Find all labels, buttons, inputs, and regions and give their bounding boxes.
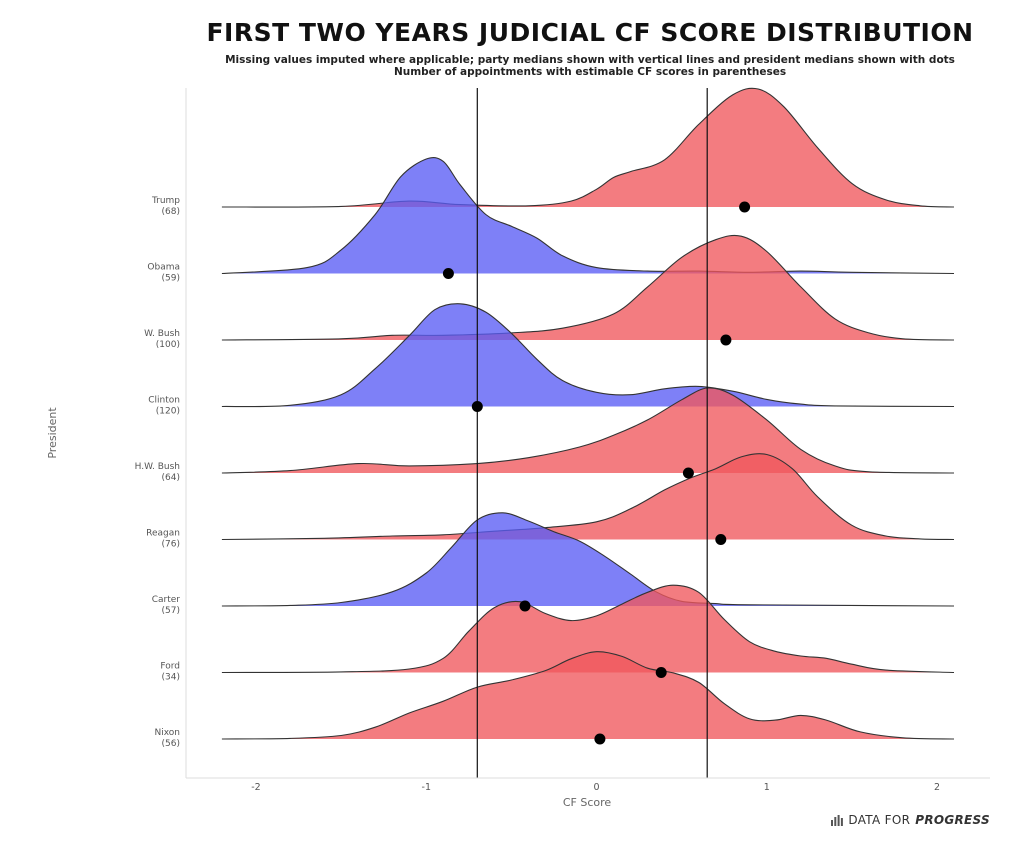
median-dot-reagan [715, 534, 727, 545]
y-label-name: Trump [151, 196, 180, 206]
x-tick-label: -1 [422, 782, 431, 793]
y-label-count: (56) [162, 739, 180, 749]
ridge-outline-carter [221, 512, 955, 607]
median-dot-h-w-bush [682, 467, 694, 479]
chart-title: FIRST TWO YEARS JUDICIAL CF SCORE DISTRI… [206, 18, 974, 47]
ridge-area-carter [221, 512, 954, 606]
median-dot-obama [442, 268, 454, 279]
median-dot-w-bush [720, 334, 732, 346]
ridge-outline-obama [221, 156, 955, 275]
y-label-count: (100) [156, 340, 180, 350]
y-label-name: Ford [160, 662, 180, 672]
median-dot-ford [655, 667, 667, 678]
bar-chart-icon [831, 814, 844, 826]
brand-emphasis: PROGRESS [915, 813, 990, 827]
ridge-outline-clinton [221, 303, 955, 408]
y-label-count: (57) [162, 606, 180, 616]
y-label-count: (34) [162, 673, 180, 683]
ridge-outline-ford [221, 584, 955, 674]
ridge-area-w-bush [221, 235, 954, 340]
ridge-outline-h-w-bush [221, 387, 955, 474]
chart-subtitle-line2: Number of appointments with estimable CF… [393, 66, 787, 78]
median-dot-nixon [594, 733, 606, 745]
y-label-name: Carter [152, 595, 181, 605]
median-dot-carter [519, 600, 531, 612]
ridge-area-clinton [221, 303, 954, 407]
y-label-count: (64) [162, 473, 180, 483]
y-label-name: H.W. Bush [135, 462, 180, 472]
y-label-name: Reagan [146, 529, 180, 539]
chart-subtitle-line1: Missing values imputed where applicable;… [225, 54, 955, 66]
y-label-name: Clinton [148, 396, 180, 406]
y-label-name: Nixon [155, 728, 181, 738]
ridge-area-reagan [221, 453, 954, 540]
president-median-dots [442, 201, 751, 745]
median-dot-trump [739, 201, 751, 213]
brand-logo: DATA FOR PROGRESS [831, 813, 990, 827]
ridge-area-obama [221, 157, 954, 274]
y-label-name: Obama [147, 263, 180, 273]
median-dot-clinton [471, 401, 483, 412]
x-tick-label: 1 [764, 782, 770, 793]
ridge-area-nixon [221, 651, 954, 739]
x-axis-title: CF Score [563, 796, 612, 809]
ridge-outline-nixon [221, 651, 955, 740]
ridge-area-trump [221, 88, 954, 208]
party-median-lines [476, 88, 708, 778]
x-axis: -2 -1 0 1 2 [185, 88, 990, 793]
y-label-name: W. Bush [144, 329, 180, 339]
ridge-area-h-w-bush [221, 387, 954, 473]
ridge-outline-reagan [221, 453, 955, 541]
y-label-count: (68) [162, 207, 180, 217]
x-tick-label: 0 [593, 782, 599, 793]
y-axis-labels: Trump(68) Obama(59) W. Bush(100) Clinton(12… [135, 196, 181, 749]
y-label-count: (76) [162, 540, 180, 550]
x-tick-label: -2 [251, 782, 260, 793]
ridges-layer [221, 87, 955, 740]
y-label-count: (59) [162, 274, 180, 284]
y-axis-title: President [46, 407, 59, 459]
brand-prefix: DATA FOR [848, 813, 911, 827]
x-tick-label: 2 [934, 782, 940, 793]
y-label-count: (120) [156, 407, 180, 417]
